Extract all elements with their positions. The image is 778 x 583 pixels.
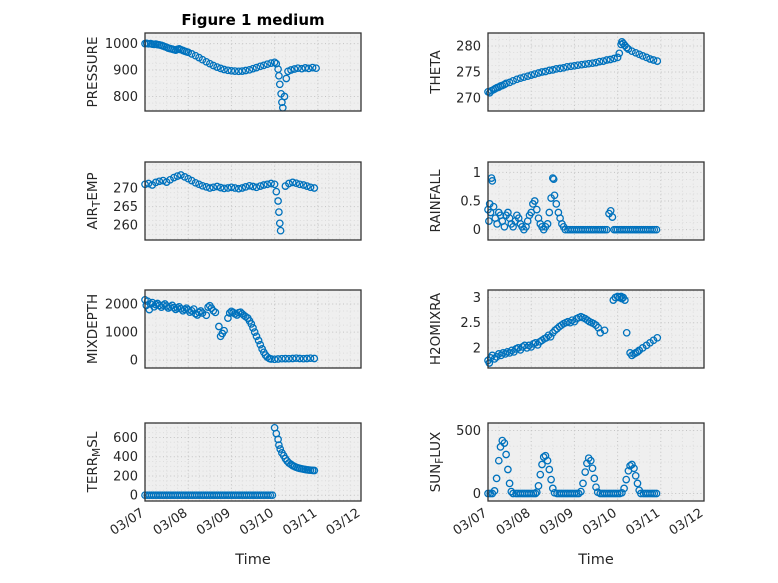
svg-text:270: 270 xyxy=(456,92,481,107)
svg-text:265: 265 xyxy=(113,200,138,215)
svg-text:260: 260 xyxy=(113,219,138,234)
svg-text:03/07: 03/07 xyxy=(108,506,148,539)
sun-flux-ylabel: SUNFLUX xyxy=(428,432,446,493)
svg-text:03/09: 03/09 xyxy=(537,506,577,539)
svg-text:3: 3 xyxy=(473,291,481,306)
theta-plot-svg: 270 275 280 THETA xyxy=(428,32,705,112)
subplot-rainfall: 0 0.5 1 RAINFALL xyxy=(428,161,705,241)
h2omixra-plot-svg: 2 2.5 3 H2OMIXRA xyxy=(428,289,705,369)
svg-text:200: 200 xyxy=(113,469,138,484)
svg-text:1000: 1000 xyxy=(105,37,138,52)
svg-text:800: 800 xyxy=(113,90,138,105)
svg-text:03/08: 03/08 xyxy=(494,506,534,539)
subplot-pressure: 800 900 1000 PRESSURE xyxy=(85,32,362,112)
svg-text:03/10: 03/10 xyxy=(580,506,620,539)
subplot-air-temp: 260 265 270 AIRTEMP xyxy=(85,161,362,241)
svg-text:400: 400 xyxy=(113,450,138,465)
h2omixra-ylabel: H2OMIXRA xyxy=(428,292,444,365)
air-temp-plot-svg: 260 265 270 AIRTEMP xyxy=(85,161,362,241)
svg-text:03/11: 03/11 xyxy=(280,506,320,539)
air-temp-ylabel: AIRTEMP xyxy=(85,172,103,229)
x-axis-label-left: Time xyxy=(235,552,271,568)
svg-text:03/07: 03/07 xyxy=(451,506,491,539)
pressure-plot-svg: 800 900 1000 PRESSURE xyxy=(85,32,362,112)
sun-flux-plot-svg: 0 500 SUNFLUX 03/07 03/08 03/09 03/10 03/11 03/1… xyxy=(428,422,706,539)
svg-text:0: 0 xyxy=(473,223,481,238)
subplot-sun-flux: 0 500 SUNFLUX 03/07 03/08 03/09 03/10 03/11 03/1… xyxy=(428,422,706,539)
terr-msl-ylabel: TERRMSL xyxy=(85,431,103,493)
svg-text:1: 1 xyxy=(473,166,481,181)
svg-text:03/12: 03/12 xyxy=(324,506,364,539)
svg-text:03/08: 03/08 xyxy=(151,506,191,539)
svg-text:0: 0 xyxy=(473,487,481,502)
subplot-theta: 270 275 280 THETA xyxy=(428,32,705,112)
svg-text:2.5: 2.5 xyxy=(460,316,481,331)
subplot-h2omixra: 2 2.5 3 H2OMIXRA xyxy=(428,289,705,369)
rainfall-plot-svg: 0 0.5 1 RAINFALL xyxy=(428,161,705,241)
subplot-mixdepth: 0 1000 2000 MIXDEPTH xyxy=(85,289,362,369)
mixdepth-plot-svg: 0 1000 2000 MIXDEPTH xyxy=(85,289,362,369)
svg-text:280: 280 xyxy=(456,40,481,55)
svg-text:1000: 1000 xyxy=(105,326,138,341)
svg-text:2: 2 xyxy=(473,341,481,356)
svg-text:03/10: 03/10 xyxy=(237,506,277,539)
svg-text:900: 900 xyxy=(113,64,138,79)
svg-text:0: 0 xyxy=(130,354,138,369)
svg-text:0.5: 0.5 xyxy=(460,195,481,210)
svg-text:600: 600 xyxy=(113,431,138,446)
theta-ylabel: THETA xyxy=(428,50,444,95)
x-axis-label-right: Time xyxy=(578,552,614,568)
rainfall-ylabel: RAINFALL xyxy=(428,169,444,232)
svg-text:275: 275 xyxy=(456,66,481,81)
svg-text:270: 270 xyxy=(113,182,138,197)
svg-text:03/11: 03/11 xyxy=(623,506,663,539)
svg-text:03/09: 03/09 xyxy=(194,506,234,539)
svg-text:03/12: 03/12 xyxy=(667,506,707,539)
figure-title: Figure 1 medium xyxy=(181,11,325,29)
mixdepth-ylabel: MIXDEPTH xyxy=(85,294,101,364)
pressure-ylabel: PRESSURE xyxy=(85,37,101,108)
svg-text:2000: 2000 xyxy=(105,298,138,313)
subplot-terr-msl: 0 200 400 600 TERRMSL 03/07 03/08 03/09 03/10 03/… xyxy=(85,422,363,539)
svg-text:0: 0 xyxy=(130,489,138,504)
svg-text:500: 500 xyxy=(456,424,481,439)
